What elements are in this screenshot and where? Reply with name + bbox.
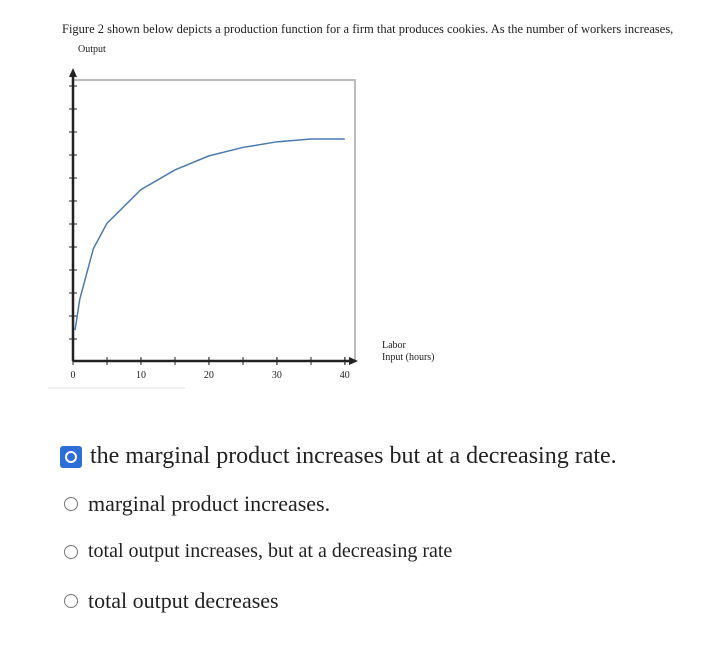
option-text: marginal product increases. [88,491,331,516]
x-tick-label: 40 [340,370,350,381]
x-label: Labor [382,340,407,351]
option-text: the marginal product increases but at a … [90,443,617,469]
x-tick-label: 0 [71,370,76,381]
x-tick-label: 20 [204,370,214,381]
radio[interactable] [64,497,78,511]
x-label: Input (hours) [382,352,435,363]
figure: Output Labor Input (hours) 0 10 20 30 40 [48,44,435,389]
y-label: Output [78,44,106,55]
x-tick-label: 30 [272,370,282,381]
option[interactable]: total output decreases [58,588,279,614]
x-arrow [349,357,358,365]
question: Figure 2 shown below depicts a productio… [62,22,674,36]
option-text: total output increases, but at a decreas… [88,540,453,562]
x-tick-label: 10 [136,370,146,381]
option[interactable]: marginal product increases. [58,491,330,517]
radio-selected[interactable] [60,445,82,468]
option-text: total output decreases [88,588,279,613]
option[interactable]: the marginal product increases but at a … [58,443,617,470]
option[interactable]: total output increases, but at a decreas… [58,540,452,563]
y-arrow [69,68,77,77]
radio[interactable] [64,544,78,559]
plot-frame [72,79,356,362]
curve [74,138,345,331]
radio[interactable] [64,594,78,608]
